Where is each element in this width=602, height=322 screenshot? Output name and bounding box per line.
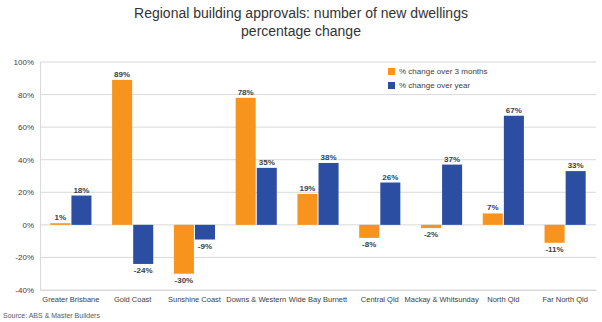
bar <box>133 225 153 264</box>
x-tick: Far North Qld <box>542 290 587 304</box>
data-label: 78% <box>238 88 254 97</box>
x-axis-line <box>41 290 597 291</box>
bar <box>504 116 524 225</box>
y-tick: 60% <box>18 123 40 132</box>
title: Regional building approvals: number of n… <box>134 5 468 39</box>
y-axis: -40% -20% 0% 20% 40% 60% 80% 100% <box>14 58 41 295</box>
bar <box>50 223 70 225</box>
y-tick: 40% <box>18 156 40 165</box>
plot: -40% -20% 0% 20% 40% 60% 80% 100% Greater Brisba… <box>14 58 597 304</box>
data-label: -30% <box>175 276 194 285</box>
bar <box>236 98 256 225</box>
x-tick: Downs & Western <box>226 290 286 304</box>
legend: % change over 3 months % change over year <box>388 67 488 90</box>
bar <box>71 196 91 225</box>
x-tick: Greater Brisbane <box>42 290 99 304</box>
data-label: 26% <box>382 173 398 182</box>
y-tick: 80% <box>18 91 40 100</box>
bar <box>297 194 317 225</box>
data-label: 89% <box>114 70 130 79</box>
bar <box>195 225 215 240</box>
data-label: 18% <box>73 186 89 195</box>
x-tick-label: Downs & Western <box>226 295 286 304</box>
y-tick-label: 20% <box>18 188 34 197</box>
data-label: 35% <box>259 158 275 167</box>
title-line: Regional building approvals: number of n… <box>134 5 468 21</box>
bar <box>483 213 503 224</box>
x-tick: Central Qld <box>361 290 399 304</box>
data-label: -11% <box>545 245 563 254</box>
grid-line <box>40 257 596 258</box>
legend-swatch <box>388 82 395 89</box>
chart: Regional building approvals: number of n… <box>0 0 602 322</box>
data-label: 7% <box>487 203 499 212</box>
x-tick-label: North Qld <box>487 295 519 304</box>
bar <box>421 225 441 228</box>
legend-label: % change over 3 months <box>399 67 488 76</box>
y-tick-label: 100% <box>14 58 34 67</box>
legend-label: % change over year <box>399 81 470 90</box>
y-tick-label: -40% <box>15 286 34 295</box>
data-label: 33% <box>568 161 584 170</box>
data-label: 38% <box>321 153 337 162</box>
x-tick-label: Far North Qld <box>542 295 587 304</box>
y-tick: -40% <box>15 286 40 295</box>
x-tick-label: Central Qld <box>361 295 399 304</box>
bar <box>319 163 339 225</box>
data-label: -2% <box>424 230 438 239</box>
x-tick: Sunshine Coast <box>168 290 222 304</box>
bar <box>566 171 586 225</box>
x-tick-label: Greater Brisbane <box>42 295 99 304</box>
bar <box>174 225 194 274</box>
x-tick-label: Gold Coast <box>114 295 152 304</box>
y-tick: 0% <box>22 221 40 230</box>
legend-item: % change over year <box>388 81 470 90</box>
y-tick-label: 80% <box>18 91 34 100</box>
data-labels: 1% 89% -30% 78% 19% -8% -2% 7% -11% 18% -24% -9% 35%… <box>55 70 584 285</box>
grid-line <box>40 290 596 291</box>
y-tick: -20% <box>15 253 40 262</box>
x-tick-label: Mackay & Whitsunday <box>404 295 478 304</box>
x-tick: Mackay & Whitsunday <box>404 290 478 304</box>
y-tick-label: 0% <box>22 221 34 230</box>
data-label: 1% <box>55 213 67 222</box>
x-tick-label: Sunshine Coast <box>168 295 222 304</box>
data-label: -8% <box>362 240 376 249</box>
y-tick: 100% <box>14 58 40 67</box>
legend-swatch <box>388 68 395 75</box>
y-tick: 20% <box>18 188 40 197</box>
y-tick-label: 60% <box>18 123 34 132</box>
bar <box>359 225 379 238</box>
y-tick-label: 40% <box>18 156 34 165</box>
y-tick-label: -20% <box>15 253 34 262</box>
bar <box>545 225 565 243</box>
data-label: 37% <box>444 155 460 164</box>
x-tick: North Qld <box>487 290 519 304</box>
y-axis-line <box>40 63 41 291</box>
bar <box>257 168 277 225</box>
data-label: -9% <box>198 242 212 251</box>
grid <box>40 62 596 290</box>
legend-item: % change over 3 months <box>388 67 488 76</box>
x-axis: Greater Brisbane Gold Coast Sunshine Coast… <box>41 290 597 304</box>
bars <box>50 80 585 274</box>
x-tick-label: Wide Bay Burnett <box>289 295 348 304</box>
x-tick: Wide Bay Burnett <box>289 290 348 304</box>
grid-line <box>40 62 596 63</box>
data-label: 19% <box>299 184 315 193</box>
bar <box>442 165 462 225</box>
bar <box>112 80 132 225</box>
data-label: 67% <box>506 106 522 115</box>
data-label: -24% <box>134 266 153 275</box>
x-tick: Gold Coast <box>114 290 152 304</box>
title-line: percentage change <box>241 23 361 39</box>
bar <box>380 183 400 225</box>
source: Source: ABS & Master Builders <box>3 312 100 319</box>
